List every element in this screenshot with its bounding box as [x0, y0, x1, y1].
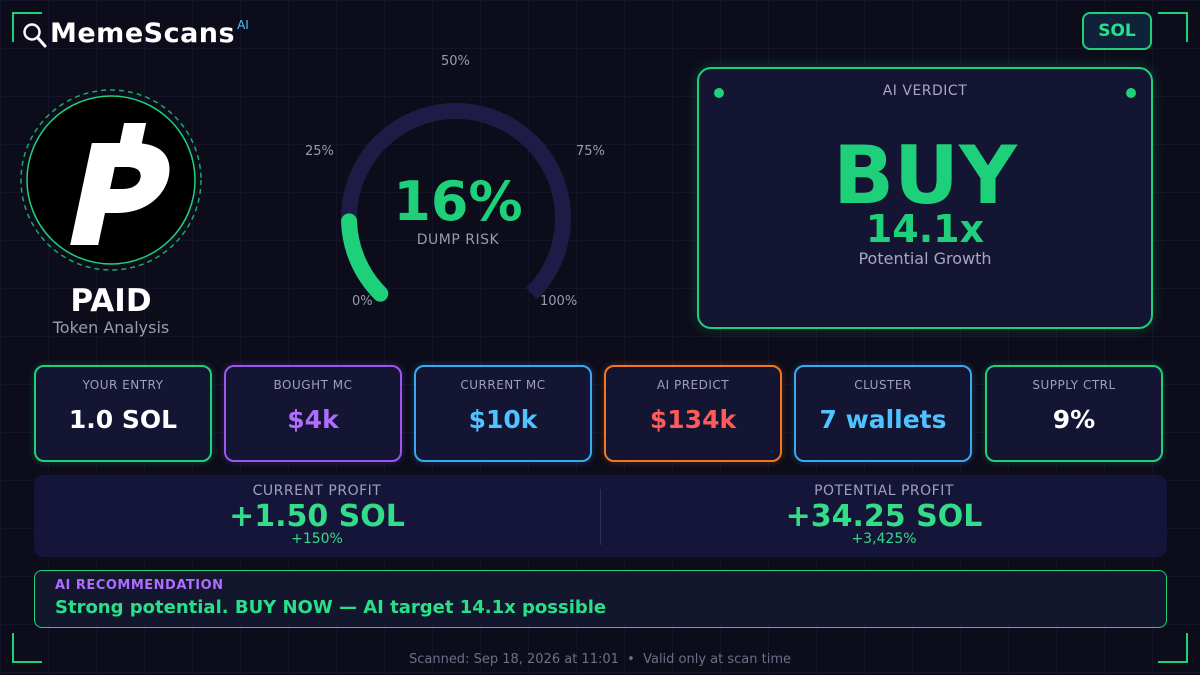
- brand-name: MemeScans: [50, 18, 236, 49]
- stat-value: $134k: [649, 405, 737, 434]
- potential-profit-value: +34.25 SOL: [785, 499, 983, 534]
- ai-verdict-card: AI VERDICT BUY 14.1x Potential Growth: [697, 67, 1153, 329]
- profit-panel: CURRENT PROFIT +1.50 SOL +150% POTENTIAL…: [34, 475, 1167, 557]
- stat-card-current-mc: CURRENT MC $10k: [414, 365, 592, 462]
- stat-label: AI PREDICT: [656, 378, 730, 392]
- profit-divider: [600, 489, 601, 545]
- stat-value: $10k: [468, 405, 538, 434]
- verdict-caption: Potential Growth: [858, 249, 992, 268]
- stats-row: YOUR ENTRY 1.0 SOL BOUGHT MC $4k CURRENT…: [34, 365, 1164, 463]
- brand-ai-superscript: AI: [237, 18, 249, 32]
- frame-corner-top-left: [12, 12, 42, 42]
- stat-label: SUPPLY CTRL: [1032, 378, 1116, 392]
- verdict-word: BUY: [833, 129, 1017, 222]
- stat-label: CLUSTER: [854, 378, 912, 392]
- gauge-tick-75: 75%: [576, 144, 605, 159]
- verdict-indicator-dot: [1126, 88, 1136, 98]
- stat-card-supply-ctrl: SUPPLY CTRL 9%: [985, 365, 1163, 462]
- token-logo: [16, 85, 206, 275]
- token-subtitle: Token Analysis: [52, 318, 170, 337]
- gauge-tick-25: 25%: [305, 144, 334, 159]
- frame-corner-bottom-left: [12, 633, 42, 663]
- stat-card-cluster: CLUSTER 7 wallets: [794, 365, 972, 462]
- brand-logo: MemeScans AI: [22, 18, 249, 50]
- verdict-multiplier: 14.1x: [865, 207, 985, 251]
- frame-corner-bottom-right: [1158, 633, 1188, 663]
- stat-card-bought-mc: BOUGHT MC $4k: [224, 365, 402, 462]
- stat-value: 9%: [1052, 405, 1096, 434]
- current-profit-label: CURRENT PROFIT: [252, 483, 382, 499]
- gauge-tick-100: 100%: [540, 294, 578, 309]
- stat-label: BOUGHT MC: [273, 378, 353, 392]
- potential-profit: POTENTIAL PROFIT +34.25 SOL +3,425%: [601, 475, 1167, 557]
- stat-value: 1.0 SOL: [68, 405, 178, 434]
- verdict-label: AI VERDICT: [882, 83, 968, 99]
- token-name: PAID: [70, 283, 152, 319]
- dump-risk-value: 16%: [393, 170, 523, 233]
- scan-footer: Scanned: Sep 18, 2026 at 11:01 • Valid o…: [408, 652, 792, 667]
- current-profit: CURRENT PROFIT +1.50 SOL +150%: [34, 475, 600, 557]
- stat-value: 7 wallets: [819, 405, 947, 434]
- gauge-fill: [341, 213, 389, 302]
- paid-token-logo-icon: [20, 89, 202, 271]
- stat-label: YOUR ENTRY: [82, 378, 164, 392]
- gauge-tick-0: 0%: [352, 294, 373, 309]
- recommendation-label: AI RECOMMENDATION: [55, 578, 224, 593]
- stat-card-ai-predict: AI PREDICT $134k: [604, 365, 782, 462]
- potential-profit-percent: +3,425%: [851, 531, 917, 547]
- recommendation-text: Strong potential. BUY NOW — AI target 14…: [55, 597, 607, 618]
- stat-value: $4k: [287, 405, 339, 434]
- frame-corner-top-right: [1158, 12, 1188, 42]
- stat-card-your-entry: YOUR ENTRY 1.0 SOL: [34, 365, 212, 462]
- current-profit-value: +1.50 SOL: [229, 499, 405, 534]
- dump-risk-caption: DUMP RISK: [416, 232, 500, 248]
- dump-risk-gauge: 0% 25% 50% 75% 100% 16% DUMP RISK: [300, 50, 620, 330]
- chain-badge[interactable]: SOL: [1082, 12, 1152, 50]
- verdict-indicator-dot: [714, 88, 724, 98]
- current-profit-percent: +150%: [291, 531, 343, 547]
- ai-recommendation: AI RECOMMENDATION Strong potential. BUY …: [34, 570, 1167, 628]
- gauge-tick-50: 50%: [441, 54, 470, 69]
- potential-profit-label: POTENTIAL PROFIT: [814, 483, 954, 499]
- magnifier-icon: [23, 23, 47, 48]
- stat-label: CURRENT MC: [460, 378, 546, 392]
